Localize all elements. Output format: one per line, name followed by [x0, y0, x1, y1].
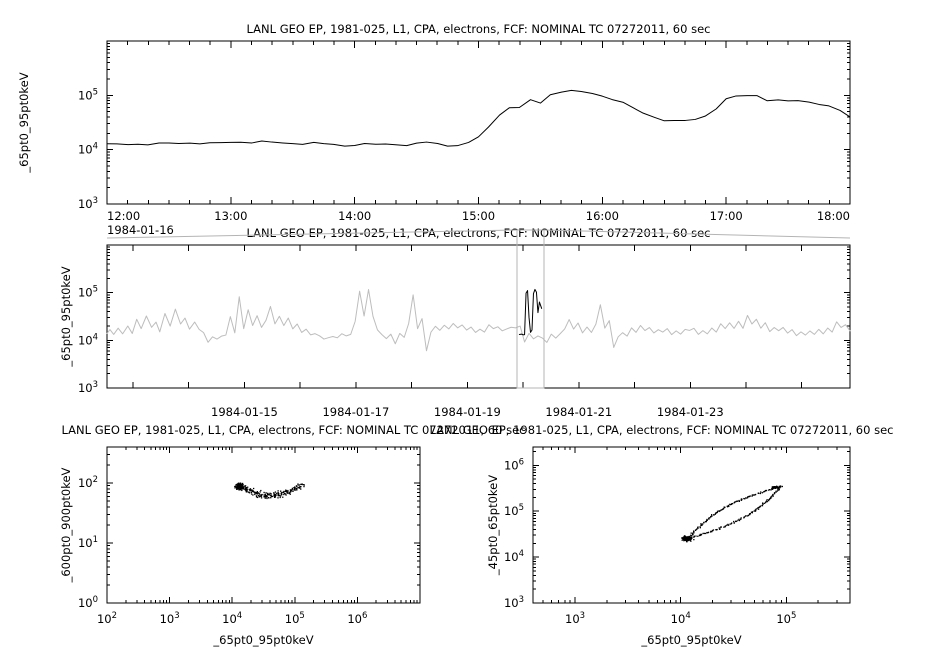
top-panel-xtick-label: 16:00 — [586, 209, 619, 223]
middle-panel-ytick-label: 105 — [78, 285, 98, 300]
bottom-left-scatter-points — [234, 482, 305, 500]
middle-panel-xtick-label: 1984-01-17 — [322, 405, 389, 419]
middle-panel-title: LANL GEO EP, 1981-025, L1, CPA, electron… — [247, 226, 711, 240]
bottom-right-panel-xtick-label: 103 — [565, 611, 585, 626]
top-panel-dataline — [106, 89, 851, 147]
bottom-right-panel-frame — [532, 446, 851, 604]
selection-connector-left — [106, 229, 518, 239]
middle-panel-xtick-label: 1984-01-19 — [434, 405, 501, 419]
bottom-right-panel-ytick-label: 103 — [504, 595, 524, 610]
top-panel-xtick-label: 14:00 — [338, 209, 371, 223]
top-panel-xtick-label: 15:00 — [462, 209, 495, 223]
bottom-right-panel-ytick-label: 105 — [504, 503, 524, 518]
top-panel-ytick-label: 105 — [78, 87, 98, 102]
bottom-left-panel-ylabel: _600pt0_900pt0keV — [59, 467, 73, 583]
bottom-left-panel-xlabel: _65pt0_95pt0keV — [212, 633, 313, 647]
top-panel-frame — [106, 40, 851, 205]
top-panel-date-label: 1984-01-16 — [107, 223, 174, 237]
top-panel-xtick-label: 17:00 — [710, 209, 743, 223]
middle-panel-xtick-label: 1984-01-15 — [211, 405, 278, 419]
bottom-right-panel-ytick-label: 104 — [504, 549, 524, 564]
bottom-left-panel-xtick-label: 103 — [160, 611, 180, 626]
middle-panel-ytick-label: 103 — [78, 380, 98, 395]
top-panel-xtick-label: 18:00 — [817, 209, 850, 223]
bottom-left-panel-ytick-label: 100 — [78, 595, 98, 610]
middle-panel-selected-line — [518, 288, 543, 336]
bottom-left-panel-xtick-label: 106 — [347, 611, 367, 626]
middle-panel-xtick-label: 1984-01-21 — [545, 405, 612, 419]
bottom-left-panel-title: LANL GEO EP, 1981-025, L1, CPA, electron… — [62, 423, 526, 437]
bottom-right-panel-xtick-label: 105 — [776, 611, 796, 626]
top-panel-title: LANL GEO EP, 1981-025, L1, CPA, electron… — [247, 22, 711, 36]
middle-panel-frame — [106, 244, 851, 389]
middle-panel-selection-box — [516, 229, 545, 389]
bottom-left-panel-xtick-label: 102 — [97, 611, 117, 626]
bottom-right-panel-title: LANL GEO EP, 1981-025, L1, CPA, electron… — [430, 423, 894, 437]
top-panel-xtick-label: 12:00 — [107, 209, 140, 223]
middle-panel-ytick-label: 104 — [78, 332, 98, 347]
middle-panel-context-line — [106, 289, 851, 352]
bottom-right-panel-xlabel: _65pt0_95pt0keV — [640, 633, 741, 647]
bottom-left-panel-ytick-label: 102 — [78, 475, 98, 490]
bottom-right-panel-ytick-label: 106 — [504, 457, 524, 472]
selection-connector-right — [543, 229, 851, 239]
bottom-right-panel-ylabel: _45pt0_65pt0keV — [486, 475, 500, 576]
top-panel-ytick-label: 103 — [78, 196, 98, 211]
bottom-left-panel-frame — [106, 446, 421, 604]
bottom-right-panel-xtick-label: 104 — [671, 611, 691, 626]
bottom-right-scatter-points — [681, 485, 783, 543]
middle-panel-ylabel: _65pt0_95pt0keV — [59, 266, 73, 367]
bottom-left-panel-ytick-label: 101 — [78, 535, 98, 550]
middle-panel-xtick-label: 1984-01-23 — [657, 405, 724, 419]
top-panel-ylabel: _65pt0_95pt0keV — [17, 72, 31, 173]
top-panel-xtick-label: 13:00 — [214, 209, 247, 223]
bottom-left-panel-xtick-label: 104 — [222, 611, 242, 626]
bottom-left-panel-xtick-label: 105 — [285, 611, 305, 626]
top-panel-ytick-label: 104 — [78, 142, 98, 157]
